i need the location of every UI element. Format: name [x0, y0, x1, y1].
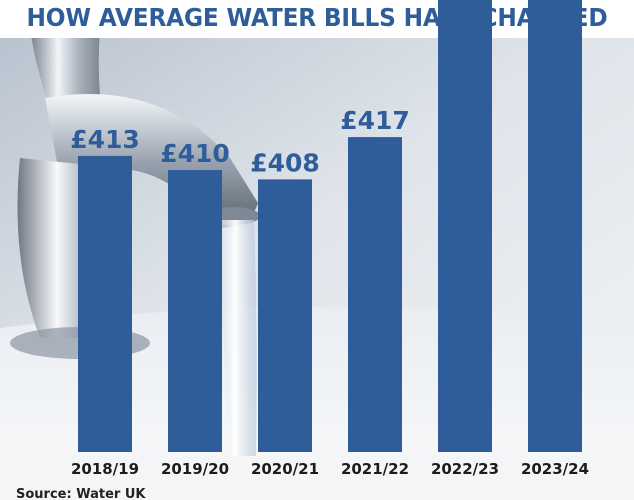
chart-title: HOW AVERAGE WATER BILLS HAVE CHANGED [26, 3, 608, 32]
data-label-2021-22: £417 [340, 106, 410, 135]
bar-2019-20 [168, 170, 222, 452]
x-tick-label-2023-24: 2023/24 [521, 460, 589, 478]
x-tick-label-2022-23: 2022/23 [431, 460, 499, 478]
source-note: Source: Water UK [16, 487, 146, 500]
x-tick-label-2020-21: 2020/21 [251, 460, 319, 478]
data-label-2020-21: £408 [250, 148, 320, 177]
x-tick-label-2019-20: 2019/20 [161, 460, 229, 478]
x-tick-label-2018-19: 2018/19 [71, 460, 139, 478]
bar-2023-24 [528, 0, 582, 452]
data-label-2018-19: £413 [70, 125, 140, 154]
axis-band [0, 456, 634, 500]
bar-2018-19 [78, 155, 132, 452]
x-tick-label-2021-22: 2021/22 [341, 460, 409, 478]
bar-2022-23 [438, 0, 492, 453]
data-label-2019-20: £410 [160, 139, 230, 168]
bar-2021-22 [348, 137, 402, 452]
bar-2020-21 [258, 179, 312, 452]
